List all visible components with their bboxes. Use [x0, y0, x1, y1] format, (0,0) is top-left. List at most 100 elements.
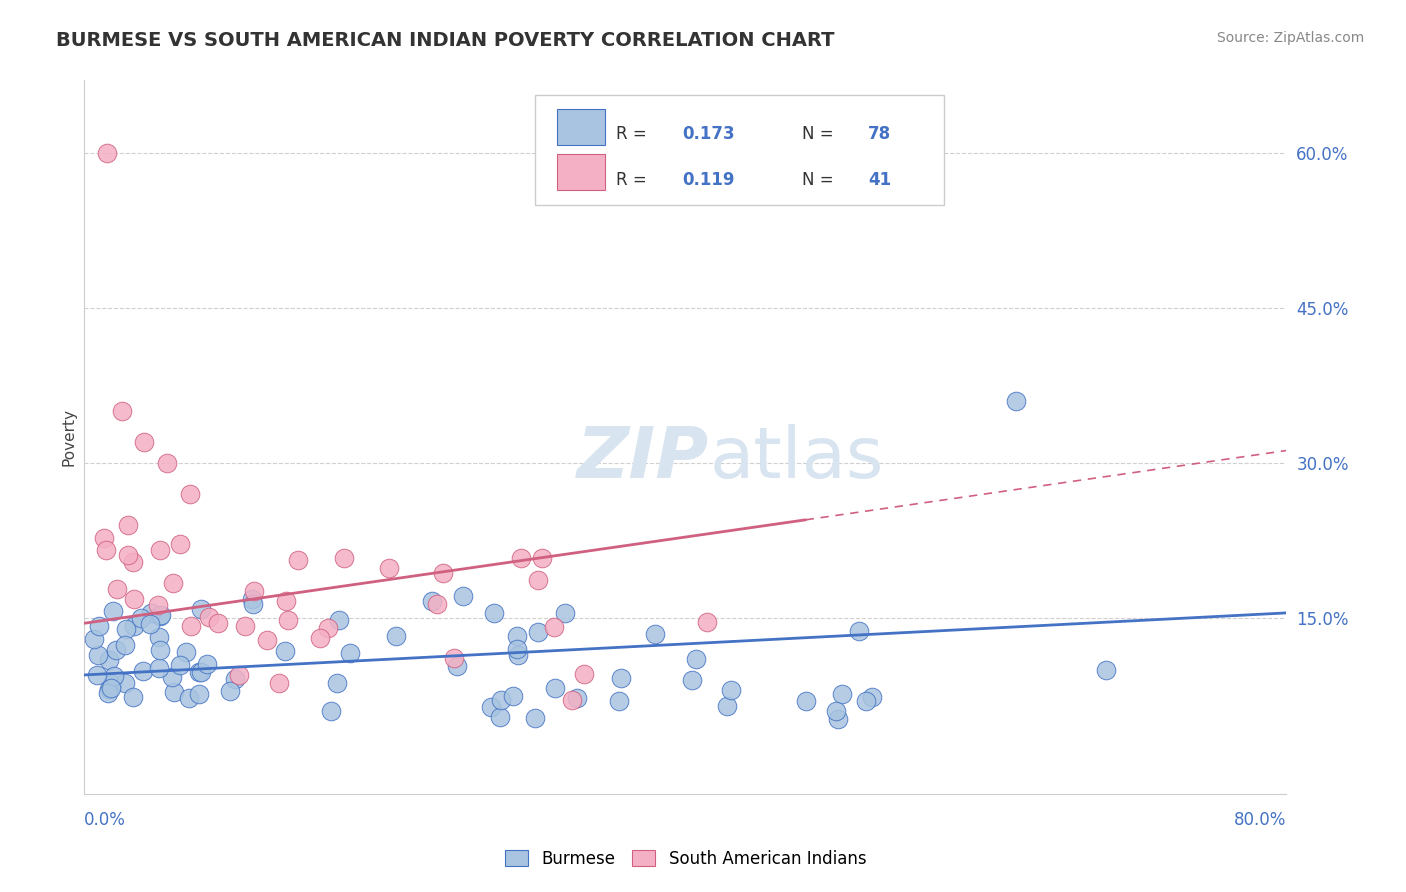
Point [426, 597, 449, 611]
Point [378, 561, 401, 575]
Point [111, 404, 134, 418]
Point [451, 590, 474, 604]
Point [117, 517, 139, 532]
Point [86, 667, 108, 681]
Point [506, 642, 529, 657]
Text: 0.173: 0.173 [682, 125, 734, 143]
Text: N =: N = [801, 125, 839, 143]
Point [97, 685, 120, 699]
Point [149, 543, 172, 558]
Point [98, 653, 121, 667]
Text: 78: 78 [868, 125, 891, 143]
Point [277, 613, 299, 627]
Point [149, 643, 172, 657]
Point [681, 673, 703, 688]
Point [420, 594, 443, 608]
Point [325, 675, 347, 690]
Point [101, 603, 124, 617]
Point [190, 602, 212, 616]
Point [242, 597, 264, 611]
Point [561, 693, 583, 707]
Point [139, 616, 162, 631]
Point [1005, 393, 1028, 408]
Point [117, 548, 139, 562]
Point [526, 625, 548, 640]
Point [1095, 663, 1118, 677]
Point [607, 694, 630, 708]
Point [328, 613, 350, 627]
Point [531, 551, 554, 566]
Point [685, 652, 707, 666]
Point [148, 599, 170, 613]
Point [197, 610, 219, 624]
Point [443, 651, 465, 665]
Point [333, 551, 356, 566]
Point [554, 606, 576, 620]
Y-axis label: Poverty: Poverty [60, 408, 76, 467]
Point [489, 693, 512, 707]
Point [83, 632, 105, 647]
Point [644, 627, 666, 641]
Point [696, 615, 718, 629]
Point [544, 681, 567, 695]
Point [235, 619, 257, 633]
Point [860, 690, 883, 704]
Point [479, 700, 502, 714]
Point [104, 643, 127, 657]
Point [502, 690, 524, 704]
Point [572, 666, 595, 681]
Point [114, 638, 136, 652]
Point [190, 665, 212, 679]
Text: R =: R = [616, 171, 652, 189]
Point [243, 584, 266, 599]
Text: 0.0%: 0.0% [84, 811, 127, 829]
Point [228, 668, 250, 682]
Text: Source: ZipAtlas.com: Source: ZipAtlas.com [1216, 31, 1364, 45]
Point [179, 690, 201, 705]
Text: N =: N = [801, 171, 839, 189]
Point [716, 698, 738, 713]
Text: BURMESE VS SOUTH AMERICAN INDIAN POVERTY CORRELATION CHART: BURMESE VS SOUTH AMERICAN INDIAN POVERTY… [56, 31, 835, 50]
Point [385, 629, 408, 643]
Point [287, 552, 309, 566]
Text: 0.119: 0.119 [682, 171, 734, 189]
Point [524, 711, 547, 725]
Point [169, 537, 191, 551]
Point [122, 555, 145, 569]
Point [134, 435, 156, 450]
Point [103, 668, 125, 682]
Point [831, 687, 853, 701]
Point [156, 456, 179, 470]
Point [115, 622, 138, 636]
Point [188, 665, 211, 680]
Point [169, 657, 191, 672]
Point [101, 676, 124, 690]
Point [114, 675, 136, 690]
Point [148, 630, 170, 644]
Point [149, 609, 172, 624]
Point [148, 660, 170, 674]
Point [543, 620, 565, 634]
Point [174, 645, 197, 659]
Point [720, 683, 742, 698]
Legend: Burmese, South American Indians: Burmese, South American Indians [505, 849, 866, 868]
Point [122, 591, 145, 606]
Point [527, 573, 550, 587]
Point [122, 618, 145, 632]
Point [93, 531, 115, 545]
Point [219, 683, 242, 698]
Point [129, 610, 152, 624]
Point [132, 664, 155, 678]
Point [319, 704, 342, 718]
Point [207, 616, 229, 631]
Point [89, 619, 111, 633]
Point [139, 607, 162, 621]
FancyBboxPatch shape [557, 154, 605, 190]
Text: R =: R = [616, 125, 652, 143]
FancyBboxPatch shape [536, 95, 943, 205]
Point [506, 648, 529, 662]
Point [855, 694, 877, 708]
Point [96, 145, 118, 160]
Point [187, 687, 209, 701]
Point [163, 684, 186, 698]
